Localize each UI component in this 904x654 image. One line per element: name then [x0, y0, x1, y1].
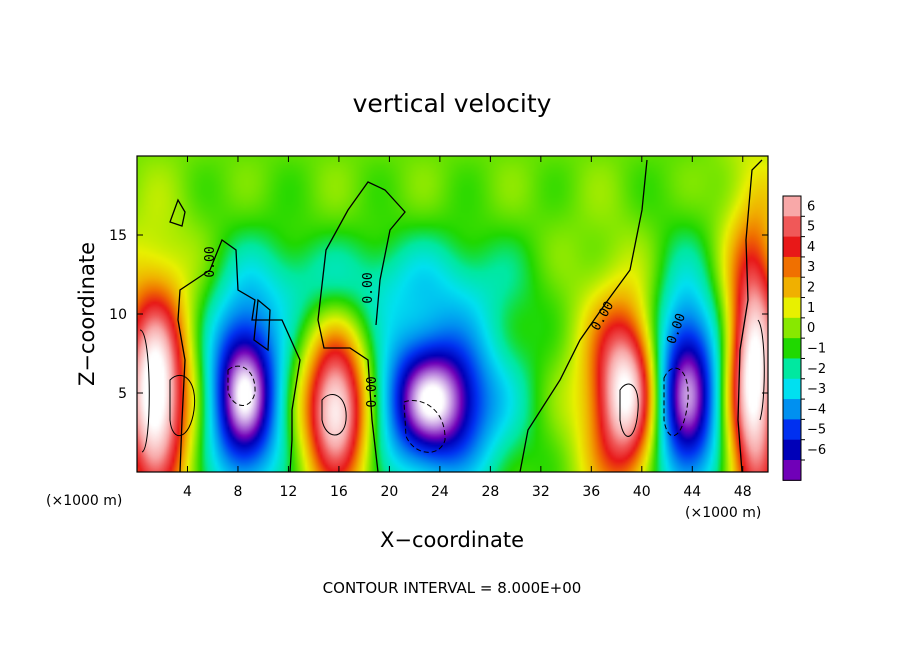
colorbar-label: 3: [807, 260, 815, 275]
colorbar-swatch: [783, 399, 801, 420]
colorbar-label: 2: [807, 281, 815, 296]
inner-contour-2: [169, 374, 196, 437]
colorbar-swatch: [783, 297, 801, 319]
plot-area: [137, 156, 768, 472]
colorbar-swatch: [783, 460, 801, 481]
y-tick-label: 10: [109, 307, 127, 323]
colorbar-label: −5: [807, 423, 826, 438]
dashed-contour-3: [663, 367, 689, 437]
contour-label-3: 0.00: [365, 376, 380, 407]
x-tick-label: 44: [683, 484, 701, 500]
y-tick-label: 5: [118, 386, 127, 402]
inner-contour-4: [619, 383, 639, 437]
colorbar: 6 5 4 3 2 1 0 −1 −2 −3 −4 −5 −6: [782, 195, 826, 481]
x-tick-label: 16: [330, 484, 348, 500]
dashed-contour-2: [403, 400, 446, 453]
zero-contour-far-right: [737, 159, 763, 472]
positive-contour-lines: [139, 319, 765, 453]
colorbar-swatch: [783, 236, 801, 258]
x-axis: 4 8 12 16 20 24 28 32 36 40 44 48: [183, 156, 752, 500]
zero-contour-left: [177, 238, 301, 472]
colorbar-label: −6: [807, 443, 826, 458]
colorbar-swatch: [783, 317, 801, 339]
contour-label-1: 0.00: [203, 246, 218, 277]
heatmap-field: [137, 156, 768, 472]
colorbar-swatch: [783, 256, 801, 278]
y-tick-label: 15: [109, 228, 127, 244]
x-unit-label-right: (×1000 m): [685, 505, 761, 521]
colorbar-label: 4: [807, 240, 815, 255]
colorbar-label: −1: [807, 341, 826, 356]
colorbar-label: −2: [807, 362, 826, 377]
colorbar-label: −3: [807, 382, 826, 397]
chart-title: vertical velocity: [353, 89, 552, 118]
x-tick-label: 20: [380, 484, 398, 500]
x-tick-label: 32: [532, 484, 550, 500]
y-axis-label: Z−coordinate: [75, 242, 99, 386]
colorbar-swatch: [783, 378, 801, 400]
colorbar-swatch: [783, 419, 801, 441]
colorbar-label: −4: [807, 402, 826, 417]
zero-contour-middle: [317, 181, 406, 472]
contour-interval-note: CONTOUR INTERVAL = 8.000E+00: [323, 579, 582, 597]
y-axis: 5 10 15: [109, 228, 768, 402]
x-unit-label-left: (×1000 m): [46, 493, 122, 509]
colorbar-swatch: [783, 358, 801, 380]
negative-contour-lines: [227, 365, 689, 453]
x-tick-label: 36: [582, 484, 600, 500]
inner-contour-5: [757, 319, 765, 421]
x-tick-label: 8: [233, 484, 242, 500]
inner-contour-1: [139, 329, 150, 453]
dashed-contour-1: [227, 365, 256, 406]
colorbar-swatch: [783, 338, 801, 359]
x-tick-label: 12: [280, 484, 298, 500]
colorbar-label: 5: [807, 220, 815, 235]
zero-contour-small-left: [169, 198, 186, 227]
zero-contour-right: [519, 159, 648, 472]
colorbar-swatch: [783, 277, 801, 299]
x-tick-label: 40: [633, 484, 651, 500]
zero-contour-lines: [169, 159, 763, 472]
colorbar-label: 0: [807, 321, 815, 336]
x-axis-label: X−coordinate: [380, 528, 524, 552]
colorbar-swatch: [783, 196, 801, 217]
colorbar-swatch: [783, 216, 801, 238]
x-tick-label: 4: [183, 484, 192, 500]
x-tick-label: 48: [734, 484, 752, 500]
inner-contour-3: [321, 394, 347, 436]
contour-label-2: 0.00: [361, 272, 376, 303]
zero-contour-island: [253, 298, 271, 352]
colorbar-label: 6: [807, 199, 815, 214]
colorbar-label: 1: [807, 301, 815, 316]
colorbar-swatch: [783, 439, 801, 461]
x-tick-label: 28: [481, 484, 499, 500]
x-tick-label: 24: [431, 484, 449, 500]
